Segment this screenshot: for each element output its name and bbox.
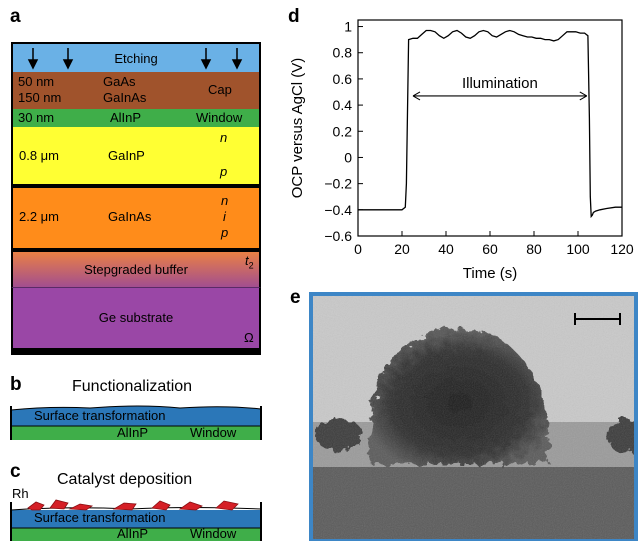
illumination-label: Illumination [462,75,538,92]
surface-transformation-c: Surface transformation [34,510,166,525]
galnp-label: GaInP [108,148,145,163]
substrate-layer: Ge substrate Ω [11,287,261,348]
p-mid-label: p [221,225,229,240]
functionalization-diagram [10,405,262,440]
n-mid-label: n [221,193,229,208]
y-tick-label: −0.2 [324,176,352,192]
x-tick-label: 60 [482,241,498,257]
tem-micrograph [309,292,638,541]
omega-label: Ω [244,330,254,345]
buffer-label: Stepgraded buffer [84,262,188,277]
window-layer: 30 nm AlInP Window [11,109,261,127]
substrate-label: Ge substrate [98,310,174,325]
galnas-layer: 2.2 μm GaInAs n i p [11,188,261,248]
y-tick-label: 0.4 [333,97,353,113]
back-contact [11,348,261,355]
ocp-chart: 0 20 40 60 80 100 120 −0.6 −0.4 −0.2 0 0.2 0.4 0.6 0.8… [289,19,634,282]
x-tick-label: 20 [394,241,410,257]
y-tick-label: 0 [344,149,352,165]
gaas-thickness: 50 nm [18,74,55,89]
catalyst-diagram [10,499,262,541]
rh-particles [27,499,239,511]
gaas-label: GaAs [103,74,136,89]
etching-arrows [27,48,243,70]
x-tick-label: 0 [354,241,362,257]
x-tick-label: 100 [566,241,590,257]
galnas-thickness: 2.2 μm [19,209,60,224]
cap-layer: 50 nm GaAs 150 nm GaInAs Cap [11,72,261,109]
rh-label: Rh [12,486,29,501]
allnp-c: AlInP [117,526,149,541]
etching-label: Etching [114,51,158,66]
panel-e-label: e [290,287,301,308]
allnp-label: AlInP [110,110,142,125]
y-tick-label: −0.6 [324,228,352,244]
galnas-top-thickness: 150 nm [18,90,62,105]
scale-bar [574,313,621,325]
galnp-layer: 0.8 μm GaInP n p [11,127,261,184]
y-tick-label: 0.2 [333,123,353,139]
galnas-label: GaInAs [108,209,152,224]
surface-transformation-b: Surface transformation [34,408,166,423]
x-tick-label: 120 [610,241,634,257]
y-tick-label: 1 [344,19,352,35]
window-c: Window [190,526,237,541]
y-tick-label: 0.6 [333,71,353,87]
tunnel-junction-2 [11,248,261,252]
illumination-arrowhead-right [579,91,588,101]
allnp-b: AlInP [117,425,149,440]
illumination-arrowhead-left [412,91,421,101]
y-tick-label: −0.4 [324,202,352,218]
panel-c-label: c [10,461,21,482]
catalyst-deposition-title: Catalyst deposition [57,471,193,488]
window-label: Window [196,110,243,125]
n-top-label: n [220,130,228,145]
tem-frame [309,292,638,541]
x-tick-label: 80 [526,241,542,257]
buffer-layer: Stepgraded buffer t2 [11,252,261,287]
i-mid-label: i [223,209,226,224]
t2-label: t2 [245,253,254,271]
functionalization-title: Functionalization [72,378,193,395]
panel-b-label: b [10,374,22,395]
window-b: Window [190,425,237,440]
panel-d-label: d [288,6,300,27]
galnas-top-label: GaInAs [103,90,147,105]
ocp-series-line [358,29,622,219]
galnp-thickness: 0.8 μm [19,148,60,163]
cap-label: Cap [208,82,232,97]
x-tick-label: 40 [438,241,454,257]
etching-layer: Etching [11,42,261,72]
allnp-thickness: 30 nm [18,110,55,125]
x-axis-label: Time (s) [463,265,517,282]
tunnel-junction-1 [11,184,261,188]
y-tick-label: 0.8 [333,45,353,61]
panel-a-label: a [10,6,21,27]
y-axis-label: OCP versus AgCl (V) [289,58,306,199]
plot-frame [357,19,623,237]
p-top-label: p [220,164,228,179]
